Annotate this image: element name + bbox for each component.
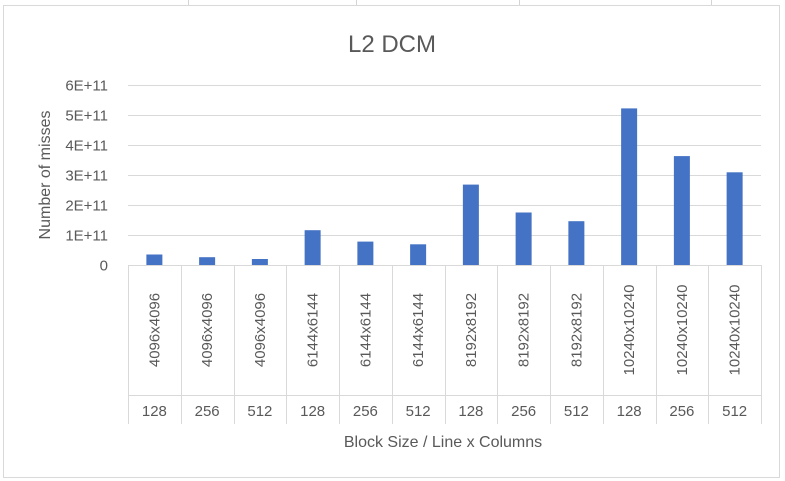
x-category-label: 4096x4096 (199, 293, 216, 367)
x-category-label: 8192x8192 (463, 293, 480, 367)
bar[interactable] (568, 221, 585, 265)
y-tick-label: 0 (100, 258, 108, 275)
bar[interactable] (251, 259, 268, 265)
bar[interactable] (357, 241, 374, 265)
x-axis: 4096x4096 4096x4096 4096x4096 6144x6144 6144… (128, 265, 762, 424)
chart-area[interactable] (3, 5, 780, 478)
x-block-size-label: 128 (300, 403, 325, 420)
x-block-size-label: 256 (353, 403, 378, 420)
y-tick-label: 5E+11 (65, 108, 108, 125)
bar[interactable] (304, 230, 321, 265)
y-tick-label: 1E+11 (65, 228, 108, 245)
x-block-size-label: 128 (617, 403, 642, 420)
x-block-size-label: 512 (247, 403, 272, 420)
bar[interactable] (199, 257, 216, 265)
x-block-size-label: 512 (722, 403, 747, 420)
x-category-label: 10240x10240 (727, 285, 744, 376)
x-axis-title: Block Size / Line x Columns (344, 434, 542, 451)
x-block-size-label: 256 (669, 403, 694, 420)
y-axis-title: Number of misses (37, 111, 54, 240)
bar[interactable] (410, 244, 427, 265)
x-block-size-label: 256 (195, 403, 220, 420)
gridlines (128, 85, 761, 236)
x-category-label: 4096x4096 (146, 293, 163, 367)
x-category-label: 10240x10240 (674, 285, 691, 376)
y-axis-ticks: 0 1E+11 2E+11 3E+11 4E+11 5E+11 6E+11 (65, 78, 108, 275)
y-tick-label: 2E+11 (65, 198, 108, 215)
y-tick-label: 3E+11 (65, 168, 108, 185)
chart-title: L2 DCM (348, 31, 436, 58)
bars (146, 108, 743, 266)
x-category-label: 6144x6144 (410, 293, 427, 367)
x-category-label: 6144x6144 (305, 293, 322, 367)
bar[interactable] (673, 156, 690, 265)
x-block-size-label: 128 (458, 403, 483, 420)
x-category-label: 8192x8192 (568, 293, 585, 367)
x-block-size-label: 256 (511, 403, 536, 420)
x-category-label: 8192x8192 (516, 293, 533, 367)
x-category-label: 4096x4096 (252, 293, 269, 367)
x-category-label: 6144x6144 (357, 293, 374, 367)
bar[interactable] (146, 254, 163, 266)
y-tick-label: 4E+11 (65, 138, 108, 155)
x-category-label: 10240x10240 (621, 285, 638, 376)
y-tick-label: 6E+11 (65, 78, 108, 95)
bar[interactable] (621, 108, 638, 266)
bar[interactable] (515, 212, 532, 266)
x-block-size-label: 128 (142, 403, 167, 420)
bar[interactable] (462, 184, 479, 265)
x-block-size-label: 512 (406, 403, 431, 420)
bar[interactable] (726, 172, 743, 265)
x-block-size-label: 512 (564, 403, 589, 420)
